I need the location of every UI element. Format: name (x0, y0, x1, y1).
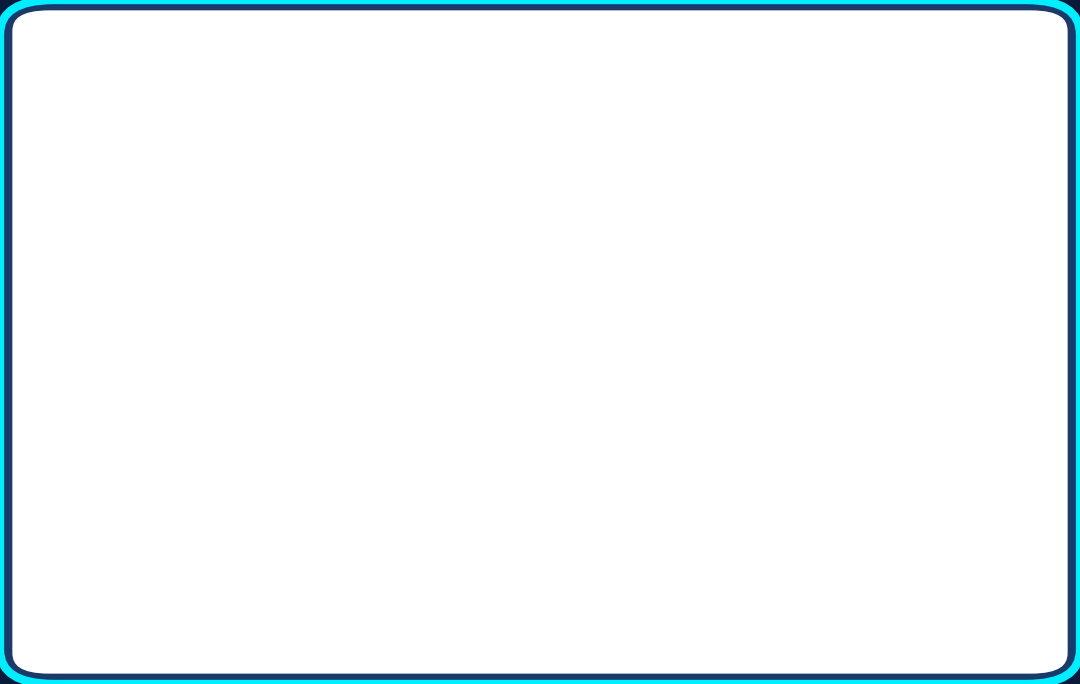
Title: Yearly Car and LT PEV Shares: Yearly Car and LT PEV Shares (418, 34, 738, 53)
Legend: PEV car share of car, PEV LT share of LT, PEV share of LDV: PEV car share of car, PEV LT share of LT… (153, 87, 363, 172)
